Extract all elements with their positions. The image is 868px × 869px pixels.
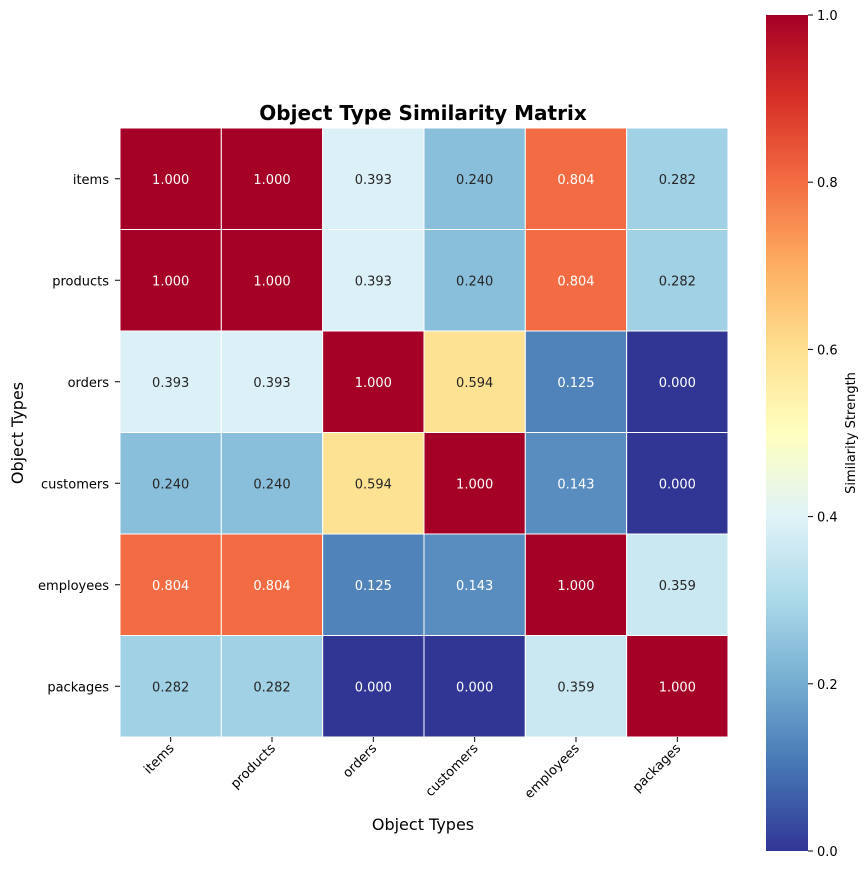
heatmap-cell <box>524 432 628 535</box>
cell-value-label: 0.393 <box>152 376 189 391</box>
y-tick-label: products <box>52 274 109 289</box>
cell-value-label: 0.804 <box>152 579 189 594</box>
heatmap-cell <box>524 330 628 433</box>
heatmap-cell <box>423 127 526 230</box>
x-tick-label: customers <box>423 741 482 800</box>
cell-value-label: 0.282 <box>152 680 189 695</box>
cell-value-label: 0.282 <box>659 173 696 188</box>
heatmap-cell <box>524 127 628 230</box>
cell-value-label: 0.125 <box>355 579 392 594</box>
heatmap-cell <box>524 533 628 636</box>
heatmap-cell <box>423 229 526 332</box>
y-tick-label: employees <box>38 579 109 594</box>
heatmap-cell <box>119 330 222 433</box>
heatmap-cell <box>423 432 526 535</box>
heatmap-cell <box>322 533 425 636</box>
x-axis-ticks: items products orders customers employees pac… <box>141 737 684 802</box>
colorbar-tick-label: 0.2 <box>817 678 838 693</box>
cell-value-label: 0.125 <box>557 376 594 391</box>
x-tick-label: items <box>141 741 177 777</box>
y-axis-ticks: items products orders customers employees pac… <box>38 173 120 695</box>
cell-value-label: 1.000 <box>456 477 493 492</box>
colorbar <box>766 15 808 851</box>
heatmap-cell <box>626 127 729 230</box>
cell-value-label: 0.143 <box>557 477 594 492</box>
x-axis-label: Object Types <box>372 815 474 834</box>
y-tick-label: customers <box>41 477 109 492</box>
cell-value-label: 0.000 <box>659 376 696 391</box>
heatmap-cell <box>626 635 729 738</box>
heatmap-cell <box>220 229 324 332</box>
cell-value-label: 0.393 <box>355 173 392 188</box>
heatmap-cell <box>119 635 222 738</box>
colorbar-ticks: 0.0 0.2 0.4 0.6 0.8 1.0 <box>808 9 838 860</box>
heatmap-cell <box>322 330 425 433</box>
cell-value-label: 0.143 <box>456 579 493 594</box>
x-tick-label: packages <box>630 741 684 795</box>
heatmap-cell <box>119 127 222 230</box>
cell-value-label: 0.804 <box>557 173 594 188</box>
cell-value-label: 1.000 <box>355 376 392 391</box>
heatmap-cell <box>626 330 729 433</box>
cell-value-label: 1.000 <box>557 579 594 594</box>
chart-title: Object Type Similarity Matrix <box>259 101 587 125</box>
heatmap-cells <box>119 127 729 738</box>
colorbar-label: Similarity Strength <box>844 372 859 494</box>
heatmap-cell <box>119 432 222 535</box>
heatmap-cell <box>119 533 222 636</box>
x-tick-label: products <box>228 741 279 792</box>
cell-value-label: 0.804 <box>557 274 594 289</box>
cell-value-label: 0.240 <box>456 173 493 188</box>
cell-value-label: 1.000 <box>152 173 189 188</box>
heatmap-cell <box>423 330 526 433</box>
y-tick-label: packages <box>47 680 109 695</box>
cell-value-label: 0.240 <box>456 274 493 289</box>
colorbar-tick-label: 0.6 <box>817 343 838 358</box>
heatmap-cell <box>220 330 324 433</box>
cell-value-label: 1.000 <box>253 274 290 289</box>
cell-value-label: 0.393 <box>253 376 290 391</box>
heatmap-cell <box>322 432 425 535</box>
heatmap-cell <box>322 127 425 230</box>
heatmap-cell <box>220 127 324 230</box>
heatmap-cell <box>626 533 729 636</box>
cell-value-label: 0.359 <box>659 579 696 594</box>
cell-value-label: 0.804 <box>253 579 290 594</box>
colorbar-tick-label: 1.0 <box>817 9 838 24</box>
cell-value-label: 0.000 <box>659 477 696 492</box>
cell-value-label: 0.359 <box>557 680 594 695</box>
y-tick-label: orders <box>68 376 110 391</box>
heatmap-cell <box>626 432 729 535</box>
cell-value-label: 0.282 <box>659 274 696 289</box>
colorbar-tick-label: 0.0 <box>817 845 838 860</box>
cell-value-label: 1.000 <box>253 173 290 188</box>
cell-value-label: 0.000 <box>355 680 392 695</box>
x-tick-label: employees <box>522 741 583 802</box>
cell-value-label: 0.240 <box>152 477 189 492</box>
heatmap-cell <box>423 533 526 636</box>
x-tick-label: orders <box>340 741 380 781</box>
heatmap-cell-labels: 1.000 1.000 0.393 0.240 0.804 0.282 1.000 1.000… <box>152 173 696 696</box>
y-tick-label: items <box>73 173 109 188</box>
cell-value-label: 1.000 <box>152 274 189 289</box>
heatmap-cell <box>220 432 324 535</box>
y-axis-label: Object Types <box>8 382 27 484</box>
heatmap-cell <box>626 229 729 332</box>
colorbar-tick-label: 0.4 <box>817 511 838 526</box>
cell-value-label: 0.594 <box>355 477 392 492</box>
cell-value-label: 0.240 <box>253 477 290 492</box>
cell-value-label: 0.594 <box>456 376 493 391</box>
heatmap-cell <box>524 635 628 738</box>
cell-value-label: 0.000 <box>456 680 493 695</box>
cell-value-label: 0.393 <box>355 274 392 289</box>
cell-value-label: 1.000 <box>659 680 696 695</box>
colorbar-tick-label: 0.8 <box>817 176 838 191</box>
cell-value-label: 0.282 <box>253 680 290 695</box>
